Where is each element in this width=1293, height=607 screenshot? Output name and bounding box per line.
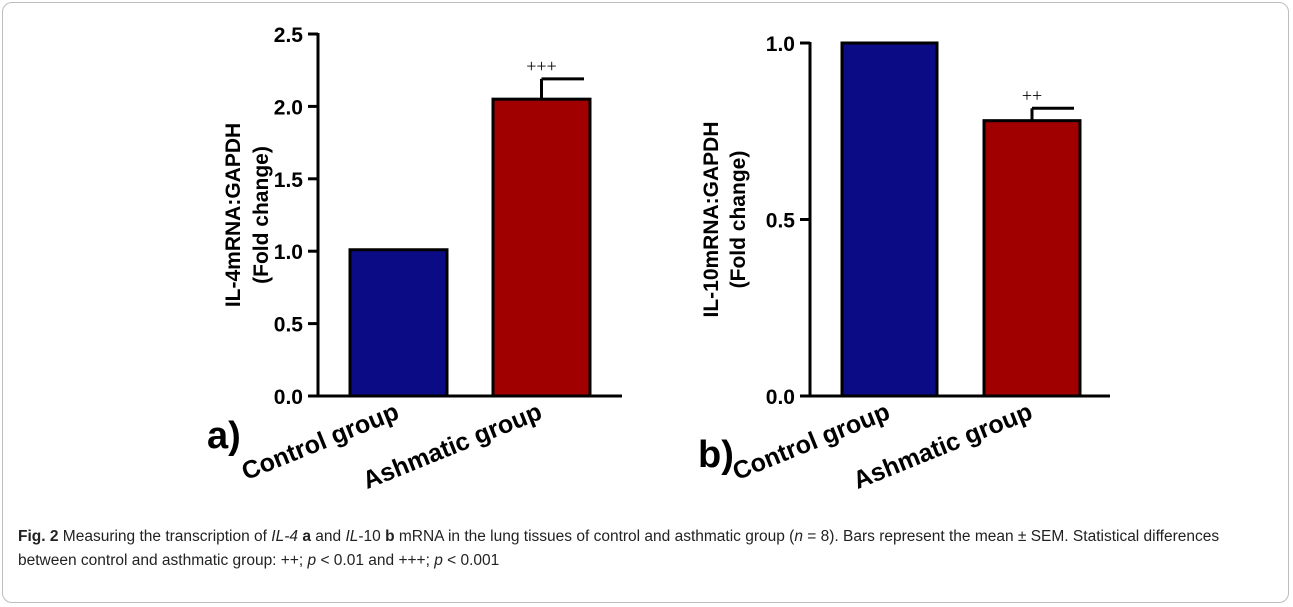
caption-text: < 0.01 and +++; [316, 552, 435, 569]
y-axis-title-units: (Fold change) [250, 146, 273, 284]
y-tick-label: 1.5 [274, 169, 304, 192]
caption-text: Measuring the transcription of [58, 528, 272, 545]
caption-text: and [310, 528, 346, 545]
caption-panel-ref: b [385, 528, 395, 545]
bar-control [840, 41, 939, 398]
bar-asthmatic [982, 119, 1082, 398]
caption-fig-label: Fig. 2 [18, 528, 59, 545]
y-axis-title: IL-4mRNA:GAPDH [222, 123, 245, 307]
caption-text: < 0.001 [442, 552, 500, 569]
y-tick-label: 1.0 [274, 241, 303, 264]
y-tick-label: 0.0 [274, 386, 303, 409]
bar-control [348, 248, 449, 398]
caption-gene: IL [345, 528, 359, 545]
panel-label: a) [207, 415, 241, 457]
y-axis-title-units: (Fold change) [727, 151, 750, 289]
significance-label: +++ [526, 56, 556, 76]
figure-caption: Fig. 2 Measuring the transcription of IL… [18, 525, 1268, 573]
caption-text: = 8). Bars represent the mean ± SEM. Sta… [18, 528, 1220, 569]
y-tick-label: 2.5 [274, 24, 304, 47]
caption-panel-ref: a [302, 528, 311, 545]
y-tick-label: 1.0 [766, 33, 795, 56]
caption-variable: n [794, 528, 803, 545]
caption-variable: p [307, 552, 317, 569]
y-tick-label: 2.0 [274, 96, 303, 119]
caption-text: -10 [358, 528, 386, 545]
y-tick-label: 0.5 [274, 314, 304, 337]
significance-label: ++ [1022, 85, 1042, 105]
caption-variable: p [434, 552, 443, 569]
caption-gene: IL-4 [271, 528, 299, 545]
y-tick-label: 0.0 [766, 386, 795, 409]
y-tick-label: 0.5 [766, 210, 796, 233]
panel-label: b) [698, 434, 734, 476]
y-axis-title: IL-10mRNA:GAPDH [700, 121, 723, 317]
bar-asthmatic [491, 97, 592, 398]
caption-text: mRNA in the lung tissues of control and … [394, 528, 795, 545]
